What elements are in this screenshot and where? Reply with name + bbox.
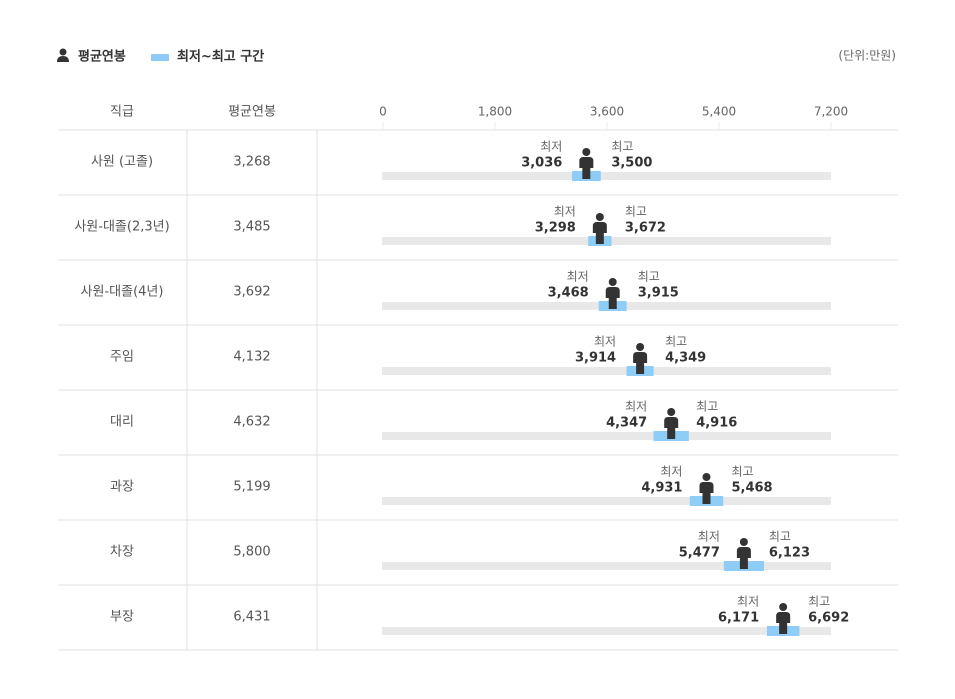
average-icon — [592, 213, 607, 244]
max-caption: 최고 — [769, 530, 791, 544]
legend-icon — [57, 56, 69, 62]
min-caption: 최저 — [625, 400, 647, 414]
max-value-label: 5,468 — [731, 481, 772, 496]
legend-swatch — [151, 54, 169, 61]
min-value-label: 3,036 — [521, 156, 562, 171]
max-caption: 최고 — [611, 140, 633, 154]
icon-body — [633, 352, 648, 374]
track — [382, 172, 831, 180]
category-label: 사원 (고졸) — [91, 155, 153, 170]
track — [382, 627, 831, 635]
max-value-label: 4,349 — [665, 351, 706, 366]
max-caption: 최고 — [638, 270, 660, 284]
x-tick-label: 1,800 — [478, 105, 512, 119]
max-value-label: 6,123 — [769, 546, 810, 561]
legend: 평균연봉 최저~최고 구간 — [57, 48, 264, 65]
min-caption: 최저 — [540, 140, 562, 154]
average-label: 4,132 — [233, 350, 270, 365]
max-caption: 최고 — [625, 205, 647, 219]
icon-body — [699, 482, 714, 504]
min-value-label: 4,931 — [641, 481, 682, 496]
track — [382, 367, 831, 375]
average-icon — [776, 603, 791, 634]
category-label: 과장 — [110, 480, 134, 495]
average-icon — [736, 538, 751, 569]
min-caption: 최저 — [737, 595, 759, 609]
x-tick-label: 0 — [379, 105, 387, 119]
average-label: 5,800 — [233, 545, 270, 560]
max-caption: 최고 — [808, 595, 830, 609]
min-value-label: 6,171 — [718, 611, 759, 626]
average-label: 5,199 — [233, 480, 270, 495]
x-tick-label: 5,400 — [702, 105, 736, 119]
icon-body — [592, 222, 607, 244]
icon-head — [667, 408, 676, 416]
min-caption: 최저 — [554, 205, 576, 219]
icon-body — [776, 612, 791, 634]
min-caption: 최저 — [594, 335, 616, 349]
average-icon — [633, 343, 648, 374]
icon-body — [605, 287, 620, 309]
max-caption: 최고 — [665, 335, 687, 349]
legend-icon — [59, 48, 67, 56]
column-header: 평균연봉 — [228, 105, 276, 120]
icon-head — [582, 148, 591, 156]
min-caption: 최저 — [660, 465, 682, 479]
icon-head — [608, 278, 617, 286]
min-value-label: 3,468 — [548, 286, 589, 301]
legend-label: 최저~최고 구간 — [177, 49, 264, 65]
track — [382, 562, 831, 570]
category-label: 대리 — [110, 415, 134, 430]
icon-head — [739, 538, 748, 546]
category-label: 부장 — [110, 610, 134, 625]
x-tick-label: 3,600 — [590, 105, 624, 119]
min-caption: 최저 — [567, 270, 589, 284]
icon-body — [736, 547, 751, 569]
max-caption: 최고 — [696, 400, 718, 414]
track — [382, 432, 831, 440]
min-value-label: 3,298 — [535, 221, 576, 236]
x-tick-label: 7,200 — [814, 105, 848, 119]
track — [382, 497, 831, 505]
max-value-label: 4,916 — [696, 416, 737, 431]
max-caption: 최고 — [731, 465, 753, 479]
average-icon — [605, 278, 620, 309]
max-value-label: 6,692 — [808, 611, 849, 626]
unit-note: (단위:만원) — [838, 49, 896, 63]
category-label: 사원-대졸(2,3년) — [74, 220, 169, 235]
average-label: 3,485 — [233, 220, 270, 235]
icon-head — [595, 213, 604, 221]
icon-head — [636, 343, 645, 351]
average-label: 4,632 — [233, 415, 270, 430]
icon-body — [579, 157, 594, 179]
max-value-label: 3,915 — [638, 286, 679, 301]
max-value-label: 3,672 — [625, 221, 666, 236]
legend-label: 평균연봉 — [78, 49, 126, 65]
category-label: 주임 — [110, 350, 134, 365]
min-value-label: 5,477 — [679, 546, 720, 561]
average-icon — [579, 148, 594, 179]
category-label: 차장 — [110, 545, 134, 560]
average-label: 3,268 — [233, 155, 270, 170]
average-icon — [699, 473, 714, 504]
column-header: 직급 — [110, 105, 134, 120]
category-label: 사원-대졸(4년) — [81, 285, 164, 300]
icon-body — [664, 417, 679, 439]
icon-head — [702, 473, 711, 481]
min-value-label: 4,347 — [606, 416, 647, 431]
icon-head — [779, 603, 788, 611]
average-label: 6,431 — [233, 610, 270, 625]
average-label: 3,692 — [233, 285, 270, 300]
average-icon — [664, 408, 679, 439]
min-value-label: 3,914 — [575, 351, 616, 366]
min-caption: 최저 — [698, 530, 720, 544]
max-value-label: 3,500 — [611, 156, 652, 171]
